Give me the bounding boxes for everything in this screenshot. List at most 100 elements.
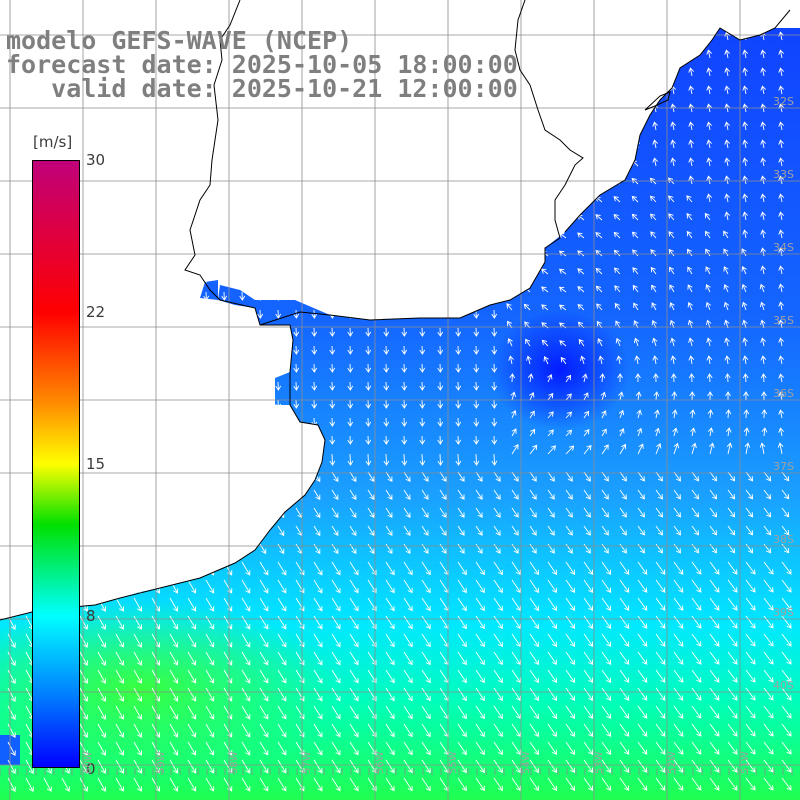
wind-arrow: [619, 633, 630, 647]
wind-arrow: [493, 669, 503, 684]
wind-arrow: [329, 435, 336, 445]
wind-arrow: [510, 391, 516, 401]
wind-arrow: [691, 759, 702, 773]
wind-arrow: [329, 399, 336, 409]
wind-arrow: [668, 248, 675, 257]
wind-arrow: [403, 507, 411, 518]
wind-arrow: [259, 669, 269, 684]
wind-arrow: [511, 525, 519, 536]
wind-arrow: [313, 669, 323, 684]
wind-arrow: [259, 579, 269, 594]
wind-arrow: [473, 345, 480, 355]
wind-arrow: [7, 633, 16, 648]
wind-arrow: [652, 121, 658, 131]
wind-arrow: [115, 759, 125, 774]
wind-arrow: [97, 723, 106, 738]
wind-arrow: [601, 525, 609, 536]
wind-arrow: [637, 561, 648, 575]
wind-arrow: [778, 301, 784, 311]
lon-label: 59W: [156, 751, 167, 774]
wind-arrow: [347, 417, 354, 427]
wind-arrow: [241, 561, 251, 576]
wind-arrow: [637, 651, 648, 665]
wind-arrow: [670, 373, 677, 383]
wind-arrow: [709, 777, 720, 791]
wind-arrow: [347, 327, 354, 337]
wind-arrow: [541, 286, 549, 293]
wind-arrow: [595, 285, 603, 293]
wind-arrow: [691, 597, 702, 611]
wind-arrow: [705, 230, 711, 239]
wind-arrow: [618, 391, 624, 401]
wind-arrow: [653, 391, 660, 401]
wind-arrow: [457, 651, 467, 666]
lat-label: 34S: [773, 241, 794, 254]
wind-arrow: [687, 284, 693, 293]
wind-arrow: [187, 759, 197, 774]
wind-arrow: [763, 633, 774, 647]
wind-arrow: [651, 284, 657, 293]
wind-arrow: [508, 355, 514, 365]
wind-arrow: [457, 597, 467, 612]
wind-arrow: [529, 543, 537, 554]
wind-arrow: [761, 427, 768, 437]
wind-arrow: [493, 597, 503, 612]
wind-arrow: [331, 507, 339, 519]
wind-arrow: [619, 525, 627, 536]
wind-arrow: [778, 283, 784, 293]
wind-arrow: [778, 265, 784, 275]
wind-arrow: [727, 777, 738, 791]
wind-arrow: [295, 615, 305, 630]
wind-arrow: [706, 193, 712, 203]
wind-arrow: [349, 579, 359, 594]
wind-arrow: [329, 453, 336, 466]
wind-arrow: [613, 267, 621, 275]
wind-arrow: [313, 705, 323, 720]
wind-arrow: [727, 687, 738, 701]
wind-arrow: [293, 345, 300, 355]
wind-arrow: [97, 759, 106, 774]
wind-arrow: [419, 363, 426, 373]
wind-arrow: [619, 651, 630, 665]
wind-arrow: [745, 471, 754, 482]
wind-arrow: [349, 471, 357, 483]
wind-arrow: [778, 121, 784, 131]
wind-arrow: [403, 759, 413, 774]
wind-arrow: [651, 337, 658, 347]
wind-arrow: [331, 615, 341, 630]
wind-arrow: [491, 417, 498, 427]
wind-arrow: [61, 777, 70, 792]
wind-arrow: [169, 741, 179, 756]
lon-label: 60W: [83, 751, 94, 774]
wind-arrow: [529, 741, 539, 756]
wind-arrow: [311, 327, 318, 337]
wind-arrow: [239, 291, 246, 301]
wind-arrow: [205, 777, 215, 792]
wind-arrow: [763, 561, 774, 575]
wind-arrow: [577, 303, 585, 311]
wind-arrow: [704, 212, 711, 221]
wind-arrow: [724, 139, 730, 149]
wind-arrow: [293, 327, 300, 337]
wind-arrow: [601, 633, 612, 647]
wind-arrow: [277, 705, 287, 720]
wind-arrow: [601, 561, 612, 575]
wind-arrow: [169, 615, 179, 630]
wind-arrow: [115, 687, 125, 702]
wind-arrow: [619, 597, 630, 611]
wind-arrow: [313, 507, 321, 519]
wind-arrow: [691, 633, 702, 647]
wind-arrow: [259, 687, 269, 702]
wind-arrow: [295, 687, 305, 702]
wind-arrow: [547, 597, 558, 612]
wind-arrow: [763, 615, 774, 629]
wind-arrow: [403, 579, 413, 594]
wind-arrow: [650, 249, 657, 257]
wind-arrow: [742, 157, 748, 167]
wind-arrow: [669, 284, 675, 293]
wind-arrow: [655, 525, 663, 536]
lat-label: 40S: [773, 679, 794, 692]
wind-arrow: [241, 759, 251, 774]
wind-arrow: [691, 561, 702, 575]
wind-arrow: [475, 741, 485, 756]
